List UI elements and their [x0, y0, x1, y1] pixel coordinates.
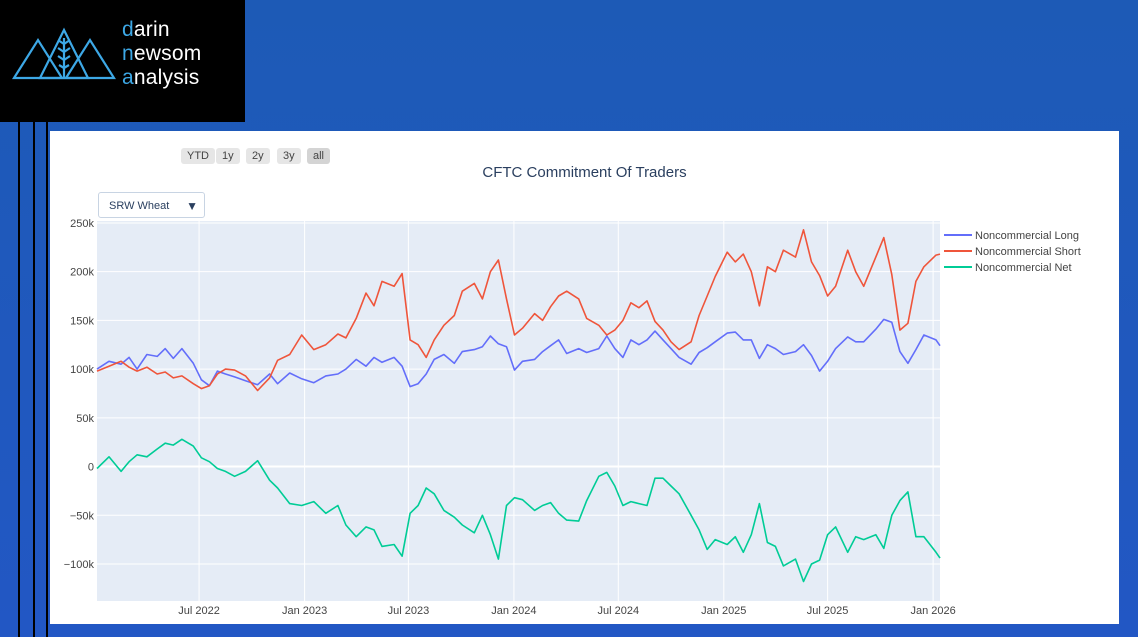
x-tick-label: Jan 2025: [701, 605, 746, 617]
legend-item-noncommercial-short[interactable]: Noncommercial Short: [975, 246, 1081, 258]
y-tick-label: 200k: [70, 267, 94, 279]
y-tick-label: 50k: [76, 413, 94, 425]
y-tick-label: −50k: [70, 510, 95, 522]
x-tick-label: Jul 2022: [178, 605, 220, 617]
y-tick-label: 250k: [70, 218, 94, 230]
left-rule-1: [18, 122, 20, 637]
legend-item-noncommercial-long[interactable]: Noncommercial Long: [975, 230, 1079, 242]
line-chart[interactable]: 250k 200k 150k 100k 50k 0 −50k −100k Jul 2022 Jan…: [50, 131, 1119, 624]
legend-item-noncommercial-net[interactable]: Noncommercial Net: [975, 262, 1072, 274]
y-tick-label: 150k: [70, 315, 94, 327]
logo: darin newsom analysis: [0, 0, 245, 122]
y-tick-label: −100k: [64, 559, 95, 571]
left-rule-2: [33, 122, 35, 637]
plot-area[interactable]: [97, 221, 940, 601]
y-tick-label: 0: [88, 462, 94, 474]
y-tick-label: 100k: [70, 364, 94, 376]
x-tick-label: Jan 2023: [282, 605, 327, 617]
x-tick-label: Jul 2025: [807, 605, 849, 617]
x-tick-label: Jan 2024: [491, 605, 536, 617]
x-tick-label: Jul 2023: [388, 605, 430, 617]
logo-wordmark: darin newsom analysis: [122, 18, 201, 90]
logo-mountains-icon: [12, 24, 116, 84]
x-tick-label: Jan 2026: [910, 605, 955, 617]
x-tick-label: Jul 2024: [597, 605, 639, 617]
chart-panel: YTD 1y 2y 3y all CFTC Commitment Of Trad…: [50, 131, 1119, 624]
left-rule-3: [46, 122, 48, 637]
